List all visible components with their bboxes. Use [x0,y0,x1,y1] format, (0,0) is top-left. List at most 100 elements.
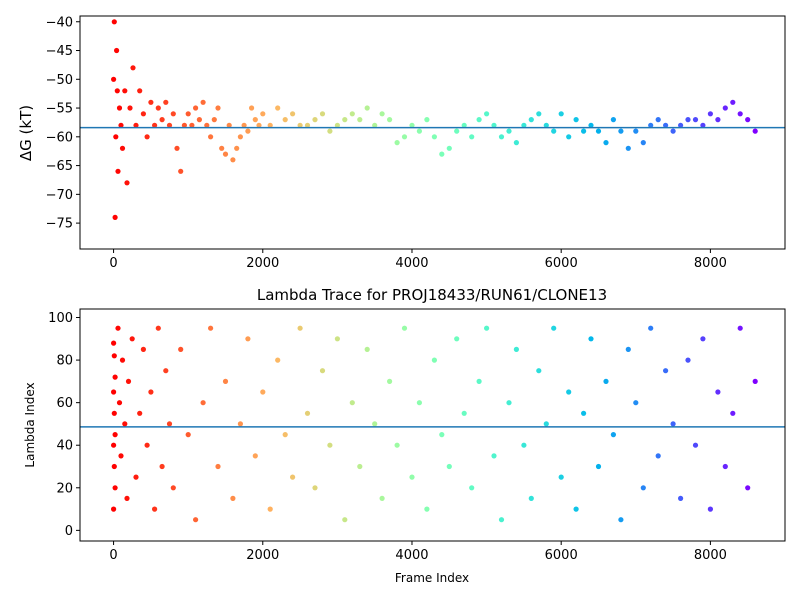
delta-g-x-tick-label: 6000 [545,256,578,271]
lambda-point [319,368,326,374]
delta-g-point [506,128,512,134]
delta-g-point [655,117,661,123]
delta-g-point [707,111,714,117]
delta-g-point [484,111,490,117]
lambda-y-axis: 0 20 40 60 80 100 [48,311,80,539]
delta-g-point [424,117,430,123]
lambda-point [670,421,676,427]
delta-g-point [469,134,475,140]
lambda-point [655,453,661,459]
delta-g-point [521,122,527,128]
delta-g-point [208,134,214,140]
lambda-point [454,336,460,342]
lambda-plot: Lambda Trace for PROJ18433/RUN61/CLONE13… [23,286,786,585]
lambda-point [491,453,497,459]
delta-g-point [446,145,452,151]
lambda-point [521,442,527,448]
delta-g-point [112,214,118,220]
lambda-point [115,325,121,331]
lambda-point [558,474,564,480]
delta-g-point [178,168,184,174]
delta-g-point [252,117,258,123]
lambda-point [215,463,221,470]
lambda-point [446,463,452,470]
delta-g-point [159,117,165,123]
lambda-point [394,442,400,448]
delta-g-point [551,128,557,134]
delta-g-point [118,122,124,128]
delta-g-point [137,88,143,94]
delta-g-y-tick-label: −40 [46,15,73,30]
lambda-point [387,378,393,384]
delta-g-point [185,111,191,117]
delta-g-point [148,99,154,105]
lambda-point [640,485,646,491]
lambda-point [116,400,123,406]
lambda-point [700,336,706,342]
delta-g-point [204,122,210,128]
lambda-point [200,400,206,406]
lambda-point [439,432,445,438]
delta-g-point [114,88,120,94]
lambda-x-tick-label: 4000 [395,548,428,563]
lambda-point [588,336,594,342]
delta-g-point [745,117,751,123]
delta-g-point [122,88,128,94]
lambda-point [208,325,214,331]
lambda-point [648,325,654,331]
delta-g-y-tick-label: −50 [46,73,73,88]
delta-g-point [290,111,296,117]
delta-g-point [700,122,706,128]
lambda-point [334,336,340,342]
lambda-point [513,346,520,352]
delta-g-point [111,19,117,25]
delta-g-point [211,117,217,123]
delta-g-point [215,105,221,111]
lambda-point [111,389,117,395]
lambda-point [506,400,512,406]
lambda-point [222,378,229,384]
delta-g-point [685,117,691,123]
delta-g-point [319,111,326,117]
lambda-axes-frame [79,308,786,542]
delta-g-point [327,128,333,134]
lambda-point [752,378,758,384]
lambda-point [498,517,505,523]
lambda-x-axis-label: Frame Index [395,571,469,585]
delta-g-point [155,105,161,111]
delta-g-point [454,128,460,134]
delta-g-point [625,145,631,151]
lambda-point [379,495,385,501]
delta-g-point [230,157,236,163]
delta-g-point [401,134,408,140]
lambda-point [685,357,691,363]
delta-g-point [275,105,281,111]
delta-g-point [111,76,117,82]
lambda-point [125,378,132,384]
lambda-point [416,400,422,406]
delta-g-point [342,117,348,123]
delta-g-point [189,122,195,128]
lambda-point [237,421,243,427]
delta-g-point [124,180,130,186]
lambda-point [111,442,117,448]
delta-g-point [439,151,445,157]
delta-g-point [737,111,743,117]
delta-g-point [349,111,355,117]
lambda-point [129,336,135,342]
delta-g-y-tick-label: −55 [46,102,73,117]
lambda-y-tick-label: 100 [48,311,73,326]
delta-g-point [116,105,123,111]
delta-g-point [730,99,736,105]
lambda-point [476,378,482,384]
lambda-point [111,506,117,512]
delta-g-point [237,134,243,140]
delta-g-point [127,105,133,111]
delta-g-x-tick-label: 8000 [694,256,727,271]
lambda-point [551,325,557,331]
delta-g-point [610,117,617,123]
delta-g-point [219,145,225,151]
delta-g-point [144,134,150,140]
delta-g-point [387,117,393,123]
